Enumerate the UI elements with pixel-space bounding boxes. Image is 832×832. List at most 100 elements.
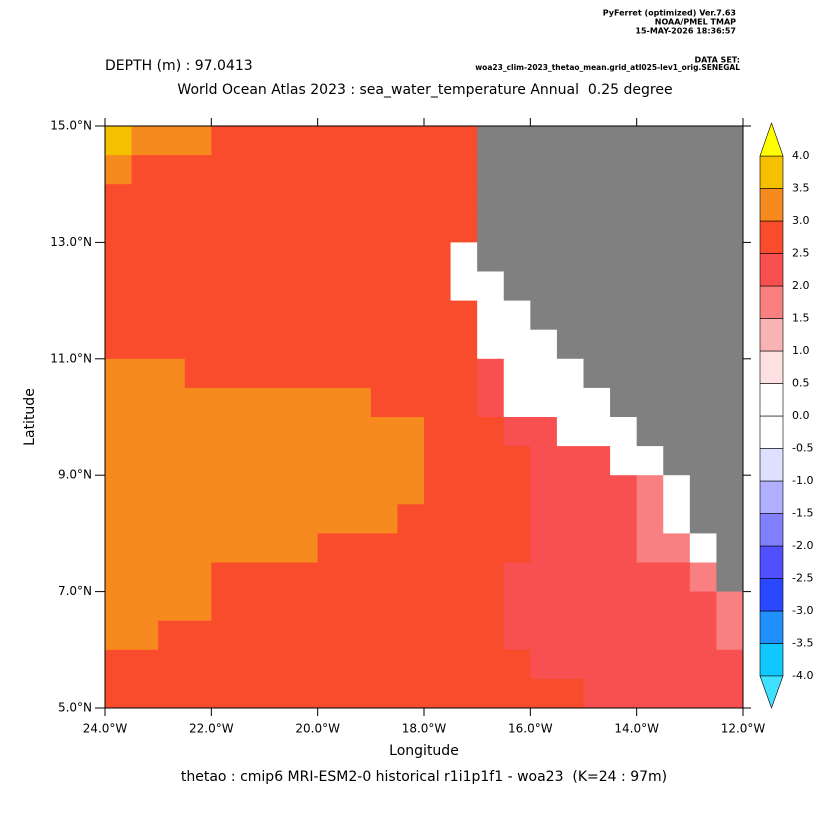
data-cell <box>184 562 212 593</box>
land-cell <box>636 329 664 360</box>
data-cell <box>237 271 265 302</box>
data-cell <box>291 678 319 709</box>
data-cell <box>450 271 478 302</box>
data-cell <box>105 358 133 389</box>
data-cell <box>450 213 478 243</box>
x-tick-label: 14.0°W <box>614 722 659 736</box>
land-cell <box>716 533 744 563</box>
data-cell <box>131 387 159 418</box>
data-cell <box>291 504 319 534</box>
data-cell <box>424 300 452 331</box>
data-cell <box>663 504 691 534</box>
data-cell <box>291 591 319 622</box>
map-cells <box>105 126 744 709</box>
land-cell <box>530 213 558 243</box>
data-cell <box>291 358 319 389</box>
data-cell <box>211 504 239 534</box>
data-cell <box>131 271 159 302</box>
land-cell <box>556 242 584 272</box>
data-cell <box>583 533 611 563</box>
data-cell <box>716 620 744 651</box>
land-cell <box>556 213 584 243</box>
data-cell <box>264 649 292 680</box>
data-cell <box>610 475 638 505</box>
data-cell <box>317 184 345 214</box>
data-cell <box>344 678 372 709</box>
data-cell <box>424 358 452 389</box>
data-cell <box>424 417 452 447</box>
land-cell <box>530 184 558 214</box>
data-cell <box>211 533 239 563</box>
land-cell <box>610 126 638 156</box>
data-cell <box>689 562 717 593</box>
data-cell <box>184 184 212 214</box>
data-cell <box>158 300 186 331</box>
data-cell <box>370 300 398 331</box>
data-cell <box>131 591 159 622</box>
data-cell <box>237 533 265 563</box>
x-axis-label: Longitude <box>389 743 459 759</box>
land-cell <box>663 126 691 156</box>
land-cell <box>636 242 664 272</box>
data-cell <box>211 213 239 243</box>
data-cell <box>397 213 425 243</box>
data-cell <box>344 446 372 476</box>
land-cell <box>663 446 691 476</box>
data-cell <box>131 358 159 389</box>
data-cell <box>424 591 452 622</box>
data-cell <box>424 446 452 476</box>
data-cell <box>583 678 611 709</box>
colorbar-label: -0.5 <box>792 442 813 455</box>
land-cell <box>610 213 638 243</box>
data-cell <box>370 184 398 214</box>
land-cell <box>610 387 638 418</box>
data-cell <box>556 591 584 622</box>
data-cell <box>184 446 212 476</box>
land-cell <box>663 329 691 360</box>
data-cell <box>131 213 159 243</box>
land-cell <box>716 213 744 243</box>
data-cell <box>424 126 452 156</box>
data-cell <box>264 155 292 185</box>
land-cell <box>636 213 664 243</box>
colorbar-under <box>759 675 784 709</box>
data-cell <box>610 533 638 563</box>
land-cell <box>477 213 505 243</box>
data-cell <box>184 329 212 360</box>
data-cell <box>317 213 345 243</box>
data-cell <box>105 329 133 360</box>
data-cell <box>370 126 398 156</box>
land-cell <box>689 358 717 389</box>
data-cell <box>397 533 425 563</box>
data-cell <box>291 271 319 302</box>
colorbar-label: 0.5 <box>792 377 810 390</box>
data-cell <box>317 591 345 622</box>
data-cell <box>663 475 691 505</box>
colorbar-box <box>759 318 784 352</box>
colorbar-box <box>759 253 784 287</box>
data-cell <box>610 678 638 709</box>
data-cell <box>264 213 292 243</box>
data-cell <box>397 387 425 418</box>
land-cell <box>530 155 558 185</box>
data-cell <box>450 126 478 156</box>
land-cell <box>689 184 717 214</box>
land-cell <box>556 271 584 302</box>
data-cell <box>105 184 133 214</box>
data-cell <box>291 387 319 418</box>
data-cell <box>397 358 425 389</box>
data-cell <box>503 591 531 622</box>
data-cell <box>237 155 265 185</box>
data-cell <box>344 620 372 651</box>
colorbar-label: 3.0 <box>792 214 810 227</box>
data-cell <box>530 678 558 709</box>
data-cell <box>503 475 531 505</box>
data-cell <box>344 329 372 360</box>
data-cell <box>158 620 186 651</box>
data-cell <box>158 417 186 447</box>
colorbar-label: 3.5 <box>792 182 810 195</box>
data-cell <box>503 417 531 447</box>
data-cell <box>424 184 452 214</box>
data-cell <box>370 271 398 302</box>
